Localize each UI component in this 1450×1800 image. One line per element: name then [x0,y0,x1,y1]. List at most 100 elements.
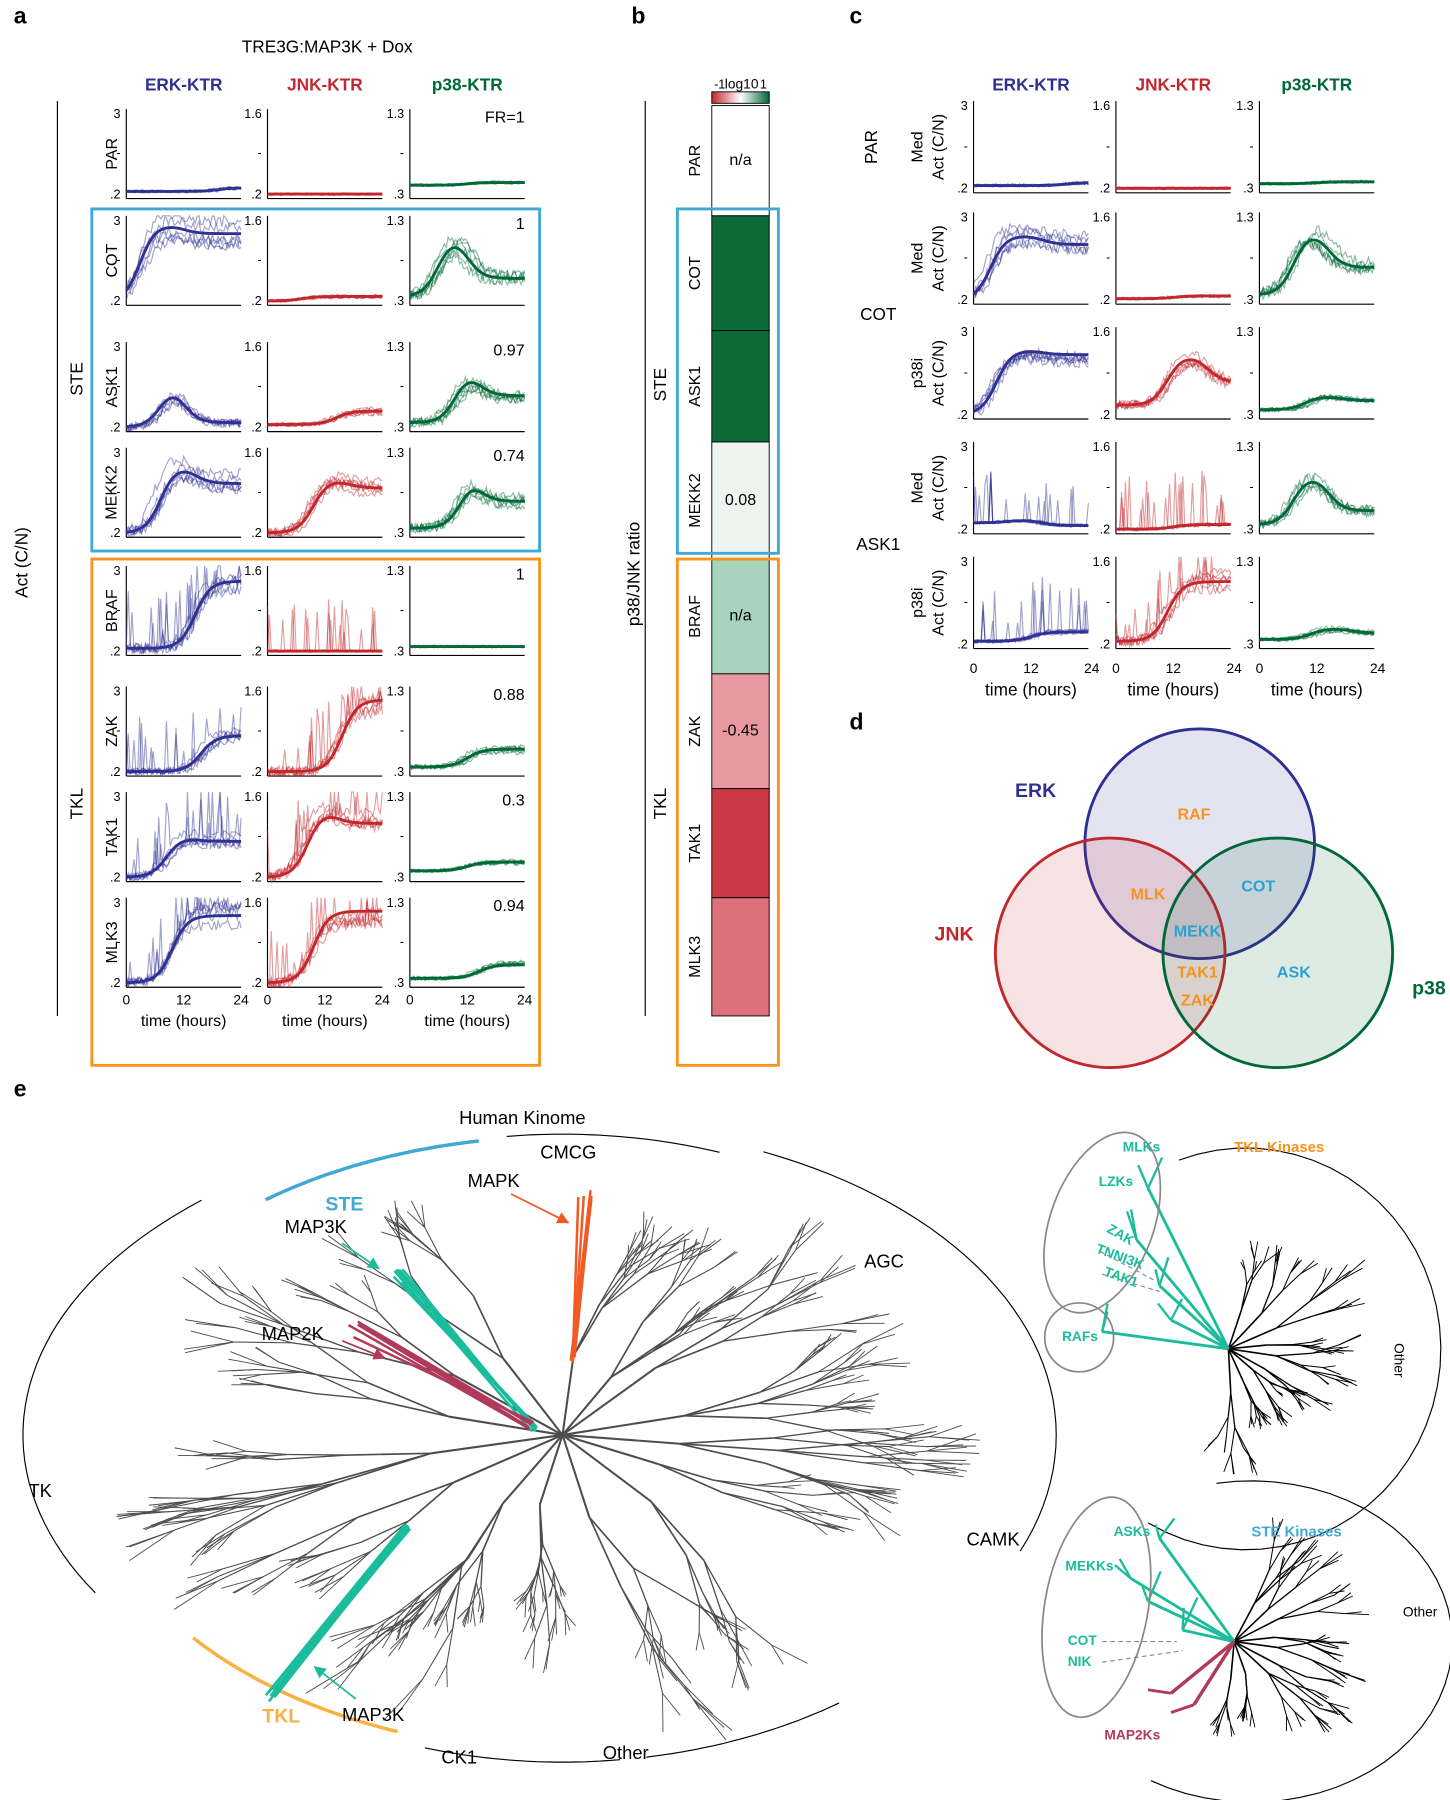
tree-branch [1310,1395,1329,1406]
tree-branch [647,1605,662,1636]
tree-branch [724,1289,737,1302]
tree-branch [297,1286,322,1299]
tree-branch [765,1462,816,1480]
tree-branch [642,1286,672,1323]
tree-branch [440,1259,474,1297]
cell-label: 0.08 [725,491,756,509]
tree-branch [440,1315,504,1360]
inset-branch [1158,1257,1170,1287]
tree-branch [810,1408,845,1413]
tree-branch [539,1504,544,1545]
tree-branch [701,1591,715,1615]
group-arc [646,1702,840,1758]
y-tick-label: 3 [961,210,968,224]
tree-branch [1298,1344,1325,1350]
tree-branch [1305,1688,1334,1707]
y-tick-label: .2 [110,644,121,658]
mean-trace [1115,294,1231,301]
tree-branch [532,1638,536,1669]
tree-branch [812,1343,821,1355]
tree-branch [217,1530,235,1551]
row-label: TAK1 [686,824,704,863]
inset-circle [1041,1496,1152,1719]
tree-branch [789,1220,822,1248]
tree-branch [1336,1375,1357,1382]
tree-branch [757,1389,806,1405]
tree-branch [847,1393,880,1404]
mean-trace [1115,580,1231,643]
tree-branch [390,1630,409,1650]
tree-branch [616,1250,630,1275]
tree-branch [868,1357,898,1365]
tree-branch [194,1267,228,1296]
mean-trace [409,860,525,873]
tree-branch [1233,1602,1256,1642]
mean-trace [1259,396,1375,412]
tree-branch [357,1624,397,1640]
venn-circle [1161,836,1395,1070]
tree-branch [288,1554,318,1567]
tree-branch [588,1516,634,1569]
tree-branch [819,1266,839,1284]
tree-branch [1242,1707,1245,1719]
tree-branch [1335,1304,1352,1310]
tree-branch [678,1255,699,1287]
tree-branch [1294,1571,1307,1588]
tree-branch [662,1692,681,1716]
tree-branch [238,1377,275,1388]
inset-branch [1158,1517,1176,1539]
tree-branch [1229,1641,1235,1679]
y-tick-label: .3 [394,871,405,885]
tree-branch [1225,1416,1229,1438]
tree-branch [780,1486,795,1489]
tree-branch [472,1606,476,1627]
tree-branch [1227,1312,1263,1350]
inset-branch [1170,1298,1184,1321]
y-tick-label: .2 [957,182,968,196]
single-cell-trace [409,485,526,533]
y-tick-label: .3 [1243,637,1254,651]
tree-branch [683,1402,759,1417]
tree-branch [865,1495,895,1505]
y-tick-label: .3 [394,644,405,658]
tree-branch [1203,1436,1218,1452]
tree-branch [1276,1390,1283,1395]
tree-branch [469,1581,477,1607]
tree-branch [316,1373,372,1400]
y-tick-mark: - [1106,139,1110,153]
tree-branch [434,1664,448,1687]
tree-branch [859,1489,886,1492]
tree-branch [1274,1245,1278,1263]
tree-branch [658,1248,680,1258]
tree-branch [211,1282,244,1297]
kinase-group-label: AGC [864,1251,904,1272]
tree-branch [722,1316,762,1342]
tree-branch [1254,1415,1257,1424]
tree-branch [1255,1415,1263,1427]
y-tick-mark: - [964,595,968,609]
y-axis-label: Act (C/N) [929,570,947,636]
colorbar-label: 1 [760,77,767,91]
tree-branch [537,1543,544,1573]
panel-letter: b [631,2,645,28]
tree-branch [348,1294,378,1313]
tree-branch [408,1481,455,1522]
fold-ratio: 0.88 [493,686,524,704]
y-tick-mark: - [1249,251,1253,265]
tree-branch [231,1369,257,1372]
tree-branch [1294,1684,1310,1698]
tree-branch [1317,1636,1330,1642]
tree-branch [159,1493,236,1511]
tree-branch [562,1433,679,1445]
y-tick-label: 1.6 [1093,555,1111,569]
tree-branch [831,1374,855,1382]
tree-branch [381,1231,411,1242]
single-cell-trace [973,349,1089,414]
tree-branch [794,1222,807,1251]
tree-branch [561,1434,652,1503]
y-tick-label: 3 [114,790,121,804]
y-tick-mark: - [1249,480,1253,494]
tree-branch [174,1447,218,1457]
tree-branch [862,1491,899,1504]
tree-branch [1334,1378,1351,1384]
